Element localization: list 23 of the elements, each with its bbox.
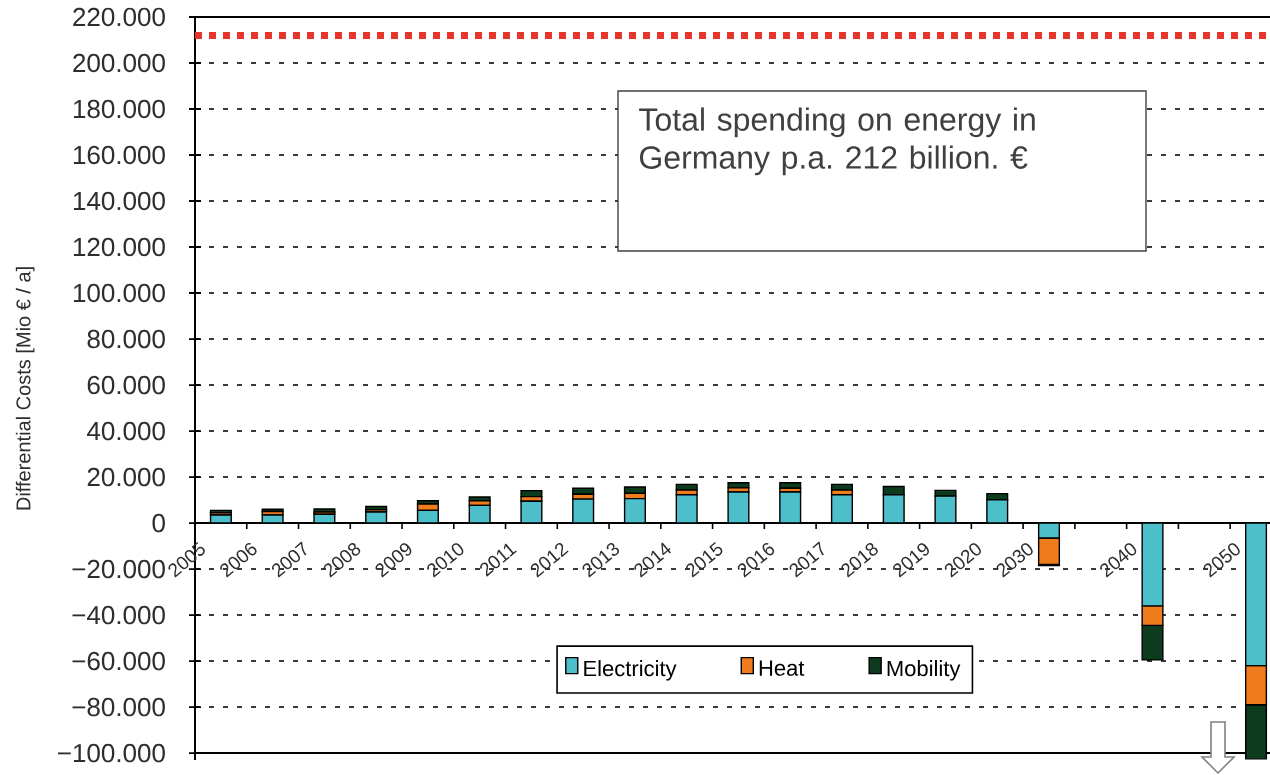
legend-label: Electricity [584, 660, 677, 681]
y-tick-label: −100.000 [58, 743, 165, 763]
annotation: Total spending on energy in Germany p.a. 212 billion. € [639, 107, 1035, 176]
y-tick-label: 180.000 [73, 99, 165, 119]
y-tick-label: −40.000 [72, 605, 165, 625]
y-tick-label: 80.000 [87, 329, 165, 349]
y-tick-label: 140.000 [73, 191, 165, 211]
y-tick-label: 40.000 [87, 421, 165, 441]
y-tick-label: 120.000 [73, 237, 165, 257]
y-tick-label: 60.000 [87, 375, 165, 395]
y-tick-label: −60.000 [72, 651, 165, 671]
y-tick-label: 160.000 [73, 145, 165, 165]
y-axis-title: Differential Costs [Mio € / a] [15, 267, 35, 510]
legend-label: Mobility [887, 660, 961, 681]
y-tick-label: 200.000 [73, 53, 165, 73]
y-tick-label: −80.000 [72, 697, 165, 717]
y-tick-label: −20.000 [72, 559, 165, 579]
y-tick-label: 220.000 [73, 7, 165, 27]
bar [1244, 704, 1268, 760]
y-tick-label: 20.000 [87, 467, 165, 487]
legend-label: Heat [759, 660, 805, 676]
y-tick-label: 0 [152, 513, 165, 533]
y-tick-label: 100.000 [73, 283, 165, 303]
